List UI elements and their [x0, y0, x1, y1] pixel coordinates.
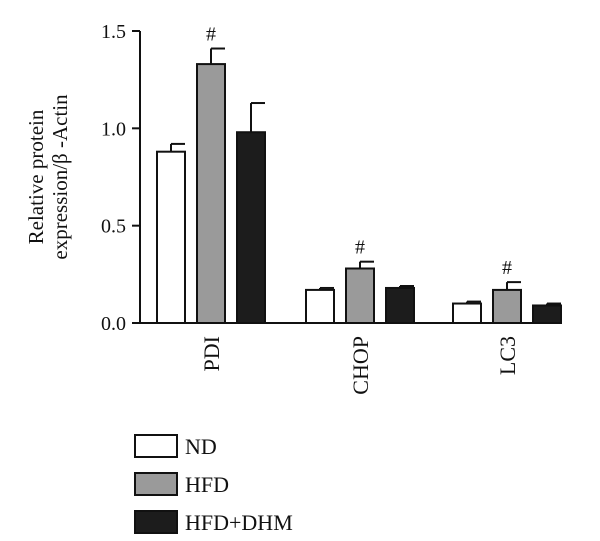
legend-label: ND — [185, 434, 217, 459]
significance-marker: # — [502, 257, 512, 279]
legend: ND HFD HFD+DHM — [134, 434, 293, 535]
bar — [452, 302, 482, 324]
legend-swatch — [134, 434, 178, 458]
bar — [196, 63, 226, 325]
y-tick-label: 1.5 — [101, 21, 126, 43]
y-axis-title: expression/β -Actin — [48, 94, 72, 260]
legend-swatch — [134, 510, 178, 534]
x-tick-label: CHOP — [348, 336, 373, 395]
bar — [156, 150, 186, 324]
legend-swatch — [134, 472, 178, 496]
bar — [345, 267, 375, 325]
legend-label: HFD+DHM — [185, 510, 293, 535]
x-tick-label: LC3 — [495, 336, 520, 375]
bar — [385, 286, 415, 324]
bar — [305, 288, 335, 325]
legend-label: HFD — [185, 472, 229, 497]
bar — [236, 131, 266, 324]
y-tick-label: 0.5 — [101, 216, 126, 238]
y-tick-label: 1.0 — [101, 118, 126, 140]
significance-marker: # — [355, 237, 365, 259]
x-tick-label: PDI — [199, 336, 224, 371]
y-axis-title: Relative protein — [24, 109, 48, 244]
significance-marker: # — [206, 24, 216, 46]
bars — [156, 47, 562, 325]
y-tick-label: 0.0 — [101, 313, 126, 335]
labels: 0.0 0.5 1.0 1.5 Relative protein expression/β… — [24, 21, 520, 395]
bar — [532, 304, 562, 325]
bar — [492, 288, 522, 325]
